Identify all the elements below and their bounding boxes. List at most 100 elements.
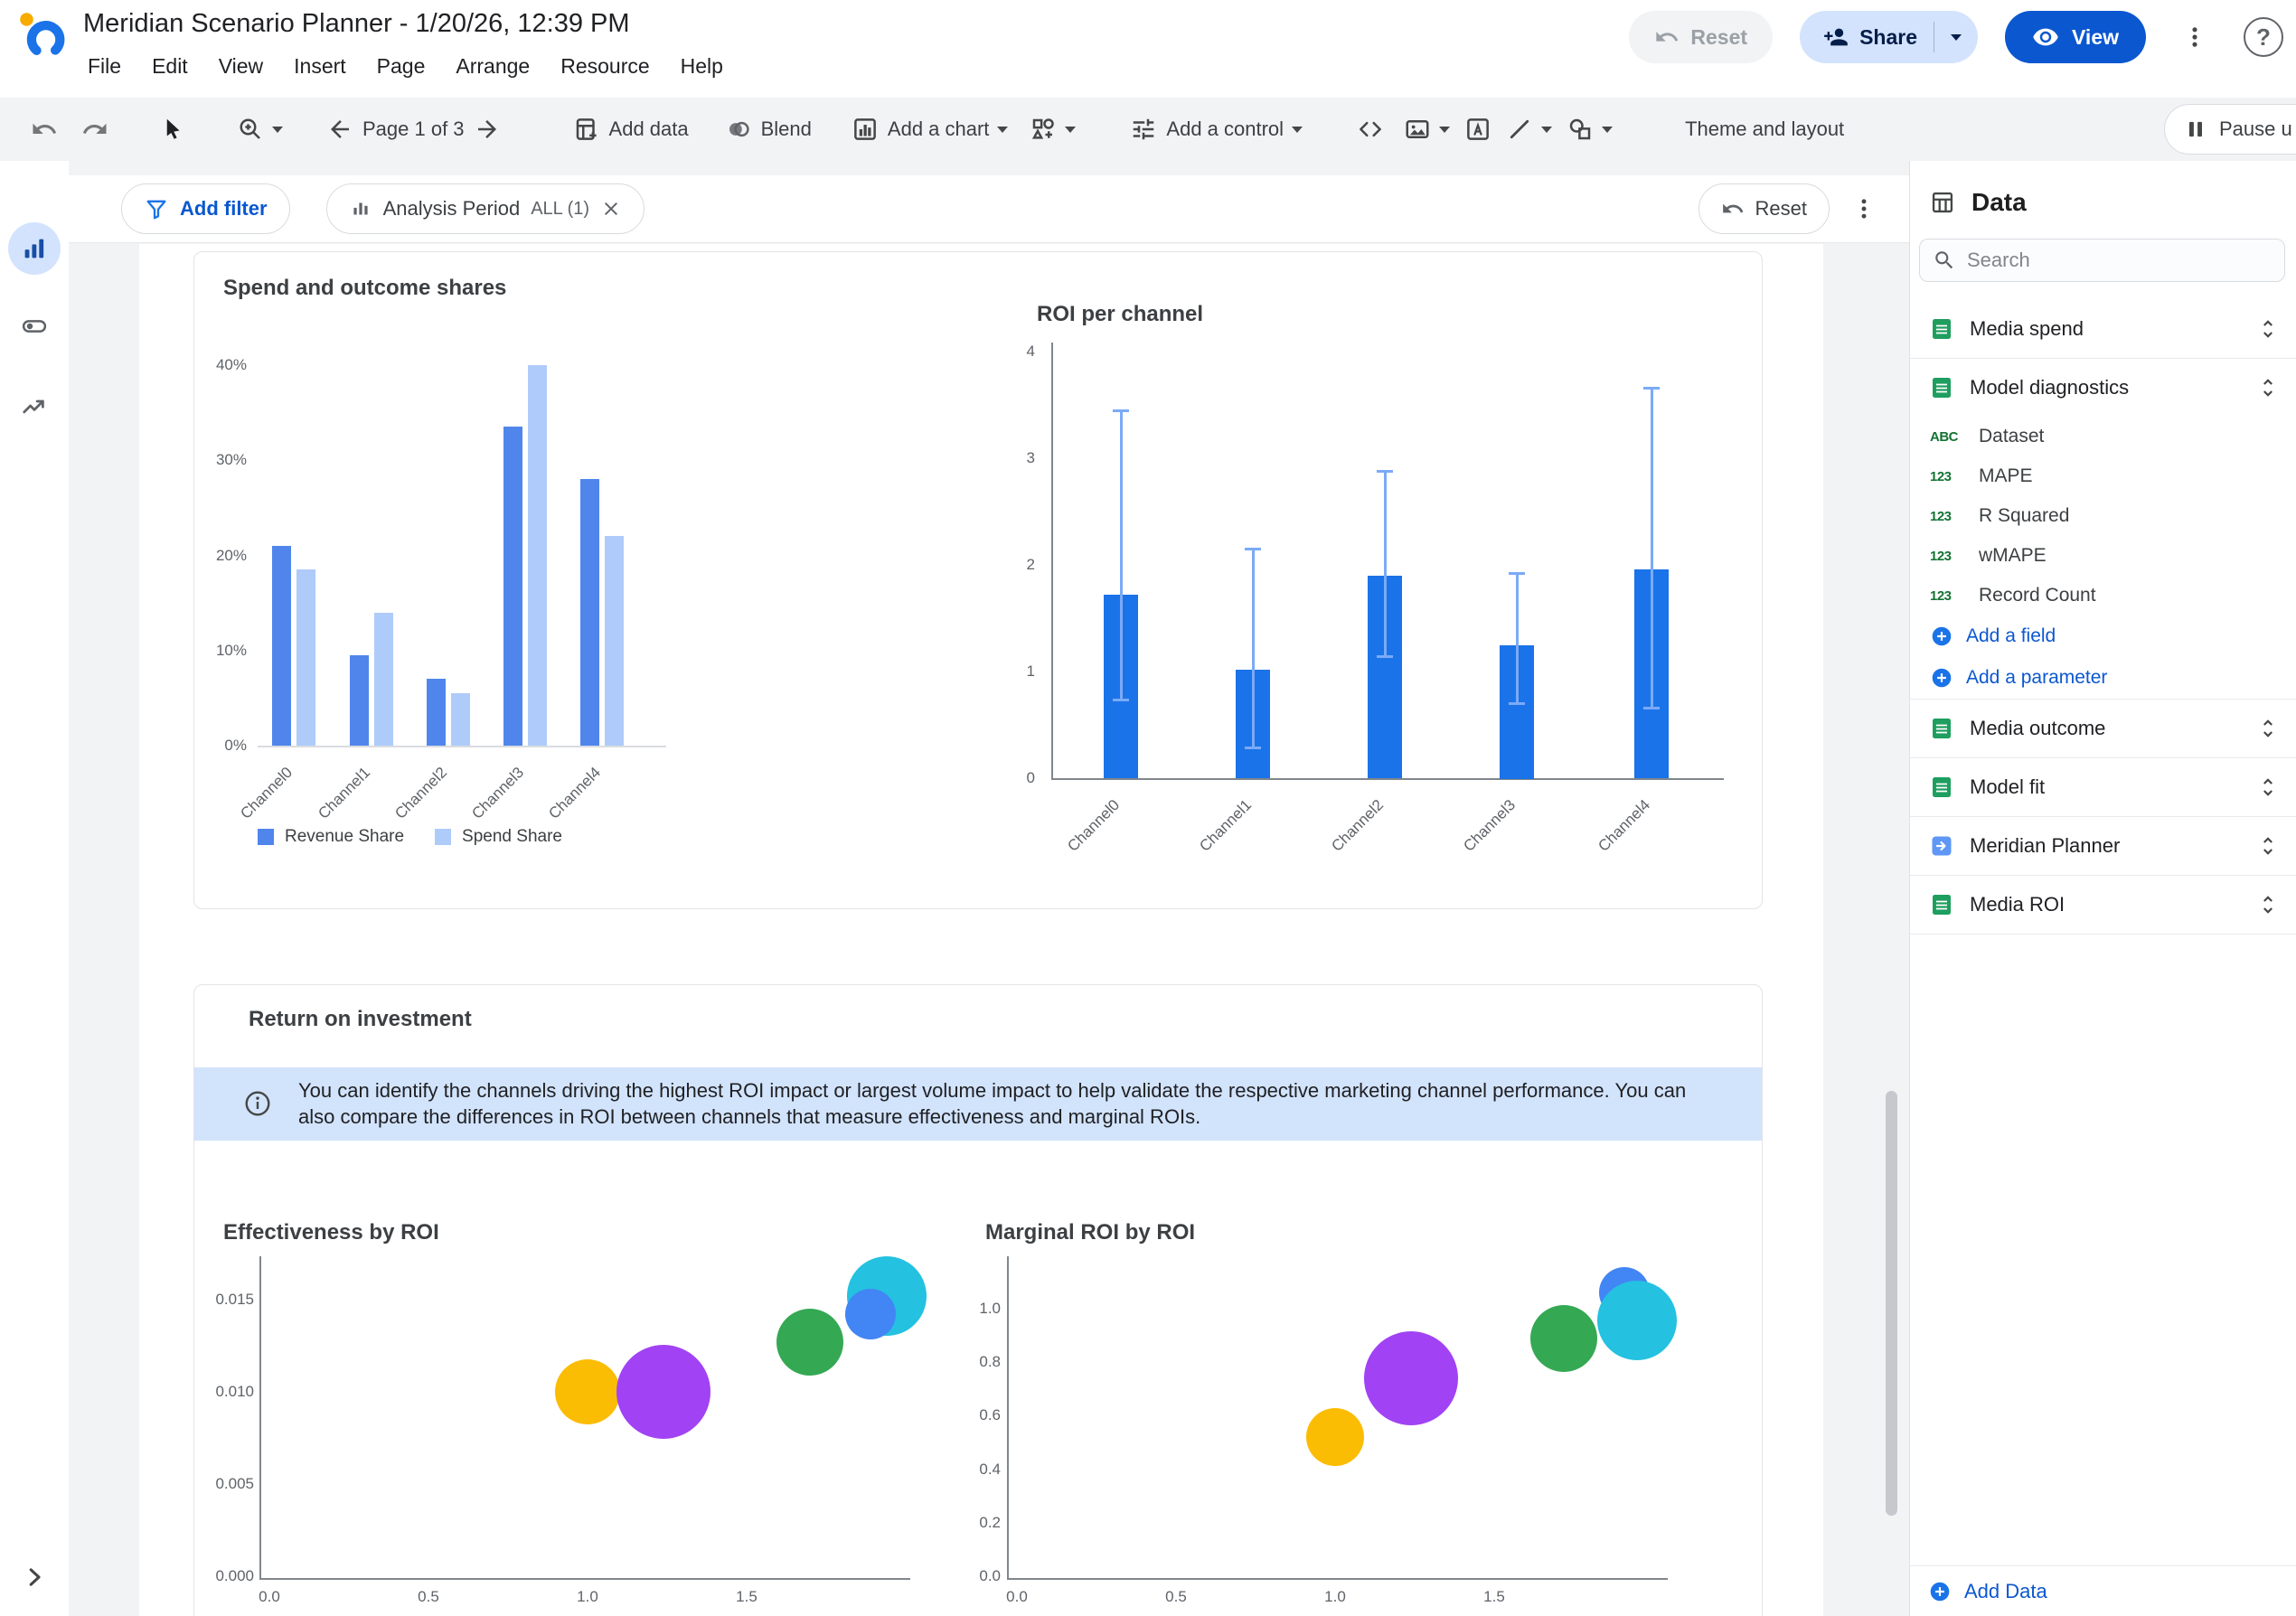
bar[interactable] [580,479,599,746]
y-tick-label: 0.010 [215,1383,254,1400]
menu-help[interactable]: Help [680,54,723,78]
trends-tool[interactable] [21,392,48,419]
y-tick-label: 4 [1026,343,1035,360]
roi-per-channel-chart[interactable]: 0 1 2 3 4 Channel0 Channel1 Channel2 Channel3 Cha… [194,252,1762,908]
share-button[interactable]: Share [1800,11,1978,63]
bar[interactable] [427,679,446,746]
bar[interactable] [528,365,547,746]
unfold-more-icon[interactable] [2256,317,2280,341]
source-media-outcome[interactable]: Media outcome [1910,700,2296,757]
bubble[interactable] [845,1289,896,1339]
search-input[interactable] [1967,249,2272,272]
controls-tool[interactable] [21,313,48,340]
bar[interactable] [350,655,369,746]
chart-title-effectiveness: Effectiveness by ROI [223,1220,439,1245]
y-tick-label: 0.000 [215,1567,254,1584]
field-name: R Squared [1979,505,2070,526]
redo-button[interactable] [81,116,108,143]
error-bar-cap [1377,470,1393,473]
add-filter-button[interactable]: Add filter [121,183,290,234]
theme-and-layout-button[interactable]: Theme and layout [1685,117,1845,140]
analysis-period-filter-chip[interactable]: Analysis Period ALL (1) [325,183,645,234]
unfold-more-icon[interactable] [2256,717,2280,740]
unfold-more-icon[interactable] [2256,893,2280,916]
zoom-tool-button[interactable] [237,116,283,143]
menu-view[interactable]: View [218,54,264,78]
bubble[interactable] [555,1359,620,1424]
menu-resource[interactable]: Resource [560,54,650,78]
marginal-roi-by-roi-chart[interactable]: 0.0 0.2 0.4 0.6 0.8 1.0 0.0 0.5 1.0 1.5 [194,985,1762,1616]
field-dataset[interactable]: ABC Dataset [1910,417,2296,456]
report-charts-tool[interactable] [8,222,61,275]
page-indicator[interactable]: Page 1 of 3 [362,117,465,140]
report-title[interactable]: Meridian Scenario Planner - 1/20/26, 12:… [83,9,630,38]
bar[interactable] [605,536,624,746]
view-button[interactable]: View [2005,11,2146,63]
bubble[interactable] [1597,1281,1677,1360]
insert-line-button[interactable] [1506,116,1553,143]
field-r-squared[interactable]: 123 R Squared [1910,496,2296,536]
y-tick-label: 0.2 [979,1514,1001,1531]
share-label: Share [1859,24,1917,49]
bar[interactable] [503,427,522,746]
bubble[interactable] [616,1345,710,1439]
insert-text-button[interactable] [1464,116,1491,143]
filter-bar-more-button[interactable] [1851,196,1877,221]
arrow-left-icon [331,120,349,138]
add-chart-button[interactable]: Add a chart [852,116,1009,143]
x-category-label: Channel0 [1064,795,1124,855]
tune-icon [1134,118,1154,140]
select-tool-button[interactable] [159,116,186,143]
insert-shape-button[interactable] [1567,116,1614,143]
blend-button[interactable]: Blend [725,116,812,143]
source-model-diagnostics[interactable]: Model diagnostics [1910,359,2296,417]
community-visualizations-button[interactable] [1030,116,1077,143]
looker-studio-logo-icon[interactable] [16,9,69,61]
menu-edit[interactable]: Edit [152,54,188,78]
bar[interactable] [451,693,470,746]
header-reset-button[interactable]: Reset [1629,11,1774,63]
embed-code-button[interactable] [1357,116,1384,143]
next-page-button[interactable] [474,116,501,143]
bubble[interactable] [1306,1408,1364,1466]
data-search[interactable] [1919,239,2285,282]
menu-file[interactable]: File [88,54,122,78]
previous-page-button[interactable] [326,116,353,143]
add-parameter-button[interactable]: Add a parameter [1910,657,2296,699]
source-meridian-planner[interactable]: Meridian Planner [1910,817,2296,875]
add-control-button[interactable]: Add a control [1130,116,1303,143]
canvas-scrollbar[interactable] [1886,1091,1897,1516]
source-model-fit[interactable]: Model fit [1910,758,2296,816]
undo-button[interactable] [31,116,58,143]
pause-updates-button[interactable]: Pause u [2164,104,2296,155]
help-button[interactable]: ? [2244,17,2283,57]
menu-insert[interactable]: Insert [294,54,346,78]
unfold-more-icon[interactable] [2256,376,2280,399]
more-options-button[interactable] [2173,15,2216,59]
add-data-button-bottom[interactable]: Add Data [1910,1565,2296,1616]
close-icon[interactable] [600,198,622,220]
insert-image-button[interactable] [1404,116,1451,143]
expand-rail-button[interactable] [21,1564,48,1591]
field-mape[interactable]: 123 MAPE [1910,456,2296,496]
share-dropdown-button[interactable] [1934,11,1978,63]
canvas-reset-button[interactable]: Reset [1698,183,1830,234]
source-media-roi[interactable]: Media ROI [1910,876,2296,934]
source-media-spend[interactable]: Media spend [1910,300,2296,358]
bar[interactable] [272,546,291,746]
bubble[interactable] [776,1309,843,1376]
spend-outcome-share-chart[interactable]: 0% 10% 20% 30% 40% Channel0 Channel1 Channel2 Ch… [194,252,1762,908]
effectiveness-by-roi-chart[interactable]: 0.000 0.005 0.010 0.015 0.0 0.5 1.0 1.5 [194,985,1762,1616]
menu-arrange[interactable]: Arrange [456,54,531,78]
bar[interactable] [374,613,393,746]
field-record-count[interactable]: 123 Record Count [1910,576,2296,615]
menu-page[interactable]: Page [376,54,426,78]
bubble[interactable] [1364,1331,1458,1425]
add-field-button[interactable]: Add a field [1910,615,2296,657]
bar[interactable] [296,569,315,746]
field-wmape[interactable]: 123 wMAPE [1910,536,2296,576]
unfold-more-icon[interactable] [2256,775,2280,799]
bubble[interactable] [1530,1305,1597,1372]
add-data-button[interactable]: Add data [573,116,689,143]
unfold-more-icon[interactable] [2256,834,2280,858]
